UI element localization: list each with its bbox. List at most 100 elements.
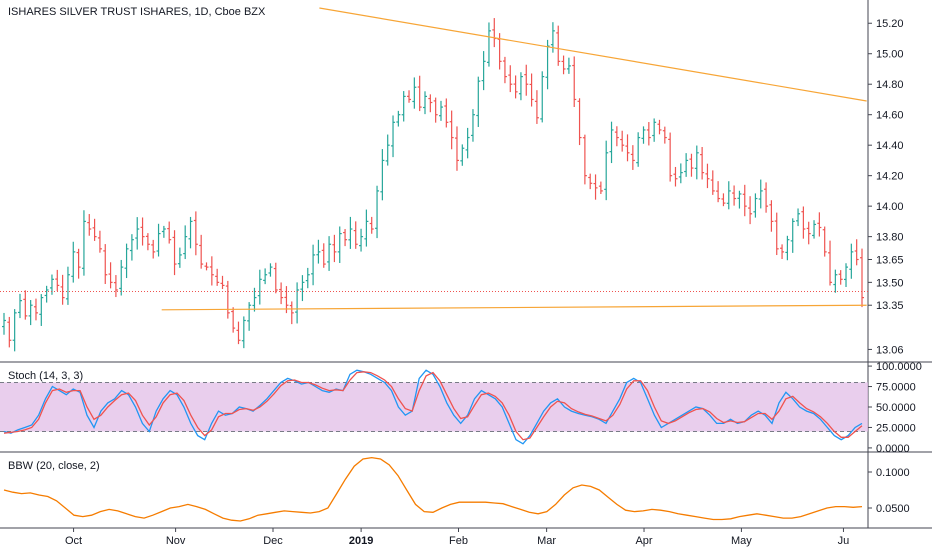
price-bar [801,206,806,239]
price-bar [556,25,561,66]
price-bar [833,269,838,293]
price-axis[interactable]: 15.20 15.00 14.80 14.60 14.40 14.20 14.00 13.80… [868,18,922,515]
price-bar [470,109,475,142]
price-bar [188,216,193,249]
price-bar [758,179,763,209]
price-bar [828,240,833,286]
stochastic-pane[interactable] [0,369,868,445]
time-tick-label: Feb [449,535,468,547]
price-bar [710,170,715,195]
price-bar [17,293,22,319]
price-bar [407,90,412,103]
price-bar [636,132,641,167]
price-bar [625,134,630,162]
time-tick-label: Ju [838,535,850,547]
price-bar [518,72,523,101]
price-bar [844,263,849,288]
price-bar [609,121,614,164]
price-bar [716,181,721,203]
price-tick-label: 13.80 [876,232,904,244]
bbw-indicator-title[interactable]: BBW (20, close, 2) [6,460,102,472]
price-bar [44,285,49,303]
price-bar [673,166,678,187]
price-bar [513,75,518,99]
price-bar [764,182,769,213]
price-bar [849,243,854,279]
price-bar [662,126,667,144]
price-bar [508,65,513,93]
price-bar [620,130,625,152]
price-bar [375,185,380,239]
price-bar [582,134,587,185]
price-bar [796,208,801,227]
price-bar [630,145,635,170]
stoch-indicator-title[interactable]: Stoch (14, 3, 3) [6,370,86,382]
stoch-overbought-oversold-band [0,382,868,432]
price-bar [209,256,214,286]
price-bar [721,193,726,207]
price-bar [822,226,827,257]
price-bar [401,91,406,122]
price-bar [241,316,246,349]
price-bar [129,234,134,261]
price-bar [657,119,662,135]
price-bar [177,247,182,268]
price-bar [780,244,785,260]
price-bar [124,243,129,279]
price-bar [753,193,758,218]
price-bar [614,126,619,147]
price-bar [321,243,326,268]
price-bar [273,262,278,294]
price-bar [652,118,657,142]
price-bar [300,275,305,302]
price-bar [369,216,374,234]
chart-title: ISHARES SILVER TRUST ISHARES, 1D, Cboe B… [6,6,268,18]
price-bar [588,173,593,190]
price-bar [572,56,577,107]
price-tick-label: 15.00 [876,49,904,61]
price-bar [268,263,273,277]
price-bar [172,230,177,276]
time-tick-label: Oct [65,535,82,547]
price-bar [140,217,145,246]
price-bar [812,220,817,239]
price-bar [39,294,44,326]
price-bar [87,214,92,236]
price-bar [732,185,737,206]
time-axis[interactable]: Oct Nov Dec 2019 Feb Mar Apr May Ju [65,528,849,547]
price-bar [566,57,571,74]
price-bar [161,225,166,238]
price-bar [577,98,582,146]
price-bar [97,230,102,253]
price-bar [428,94,433,113]
price-bar [71,241,76,283]
price-bar [726,181,731,210]
price-bar [215,268,220,286]
price-bar [76,248,81,279]
price-bar [774,212,779,256]
price-bar [279,282,284,305]
price-bar [689,153,694,177]
upper-trendline [319,7,867,102]
price-bar [103,244,108,285]
bbw-pane[interactable] [3,456,863,522]
stoch-k-line [3,369,863,445]
time-tick-label: Nov [166,535,186,547]
stoch-tick-label: 0.0000 [876,443,910,455]
price-bar [412,77,417,109]
price-bar [135,217,140,250]
price-bar [60,274,65,305]
price-pane[interactable] [0,7,868,352]
price-bar [423,91,428,115]
price-bar [33,298,38,321]
price-bar [359,228,364,252]
price-tick-label: 14.60 [876,110,904,122]
price-bar [838,270,843,285]
price-bar [364,209,369,247]
price-bar [252,287,257,312]
price-bar [476,76,481,127]
price-bar [295,282,300,324]
time-tick-label: Mar [537,535,556,547]
